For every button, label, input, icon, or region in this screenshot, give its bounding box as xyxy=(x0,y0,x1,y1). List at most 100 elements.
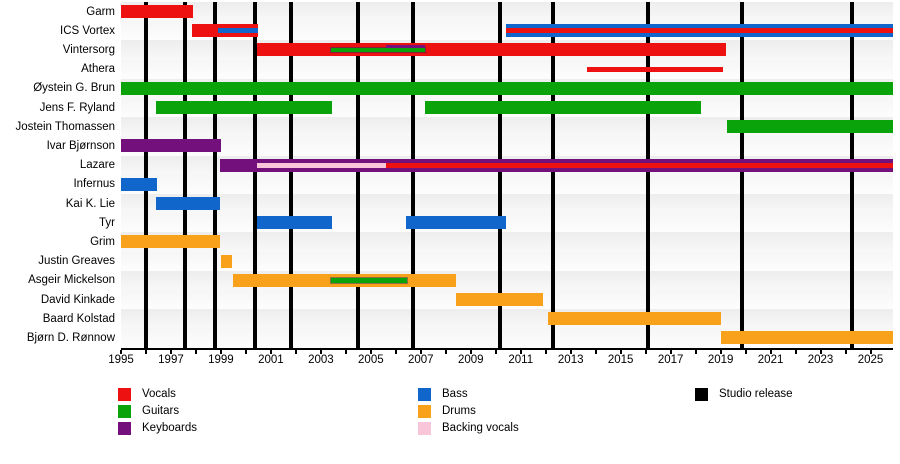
axis-year-label: 2011 xyxy=(508,354,534,366)
member-label: Jens F. Ryland xyxy=(39,101,115,114)
axis-year-label: 2009 xyxy=(457,354,484,366)
axis-tick xyxy=(194,350,197,354)
studio-release-line xyxy=(646,2,651,348)
legend-item-guitars: Guitars xyxy=(118,404,179,418)
segment-guitars xyxy=(330,48,425,53)
segment-guitars xyxy=(726,120,893,134)
segment-vocals xyxy=(505,28,893,34)
axis-tick xyxy=(469,350,472,354)
axis-tick xyxy=(444,350,447,354)
studio-release-line xyxy=(143,2,148,348)
member-label: David Kinkade xyxy=(40,293,115,306)
segment-vocals xyxy=(586,66,724,72)
segment-drums xyxy=(548,312,721,326)
axis-year-label: 2021 xyxy=(757,354,784,366)
studio-release-line xyxy=(411,2,416,348)
legend-swatch-studio_release xyxy=(695,387,708,401)
member-label: Bjørn D. Rønnow xyxy=(26,331,115,344)
axis-year-label: 2005 xyxy=(358,354,384,366)
timeline-row-band xyxy=(121,136,893,156)
axis-tick xyxy=(769,350,772,354)
axis-tick xyxy=(694,350,697,354)
legend-item-bass: Bass xyxy=(418,387,468,401)
legend-swatch-vocals xyxy=(118,387,131,401)
segment-bass xyxy=(405,216,506,230)
member-label: ICS Vortex xyxy=(60,24,115,37)
legend-item-vocals: Vocals xyxy=(118,387,176,401)
axis-year-label: 1995 xyxy=(108,354,134,366)
legend-swatch-backing_vocals xyxy=(418,421,431,435)
axis-tick xyxy=(544,350,547,354)
axis-tick xyxy=(244,350,247,354)
axis-tick xyxy=(120,350,122,354)
axis-year-label: 2013 xyxy=(557,354,584,366)
timeline-row-band xyxy=(121,117,893,137)
timeline-row-band xyxy=(121,2,893,22)
timeline-row-band xyxy=(121,59,893,79)
studio-release-line xyxy=(182,2,187,348)
segment-guitars xyxy=(330,277,408,283)
studio-release-line xyxy=(849,2,854,348)
member-label: Infernus xyxy=(73,178,115,191)
segment-guitars xyxy=(424,101,701,114)
timeline-row-band xyxy=(121,328,893,348)
segment-keyboards xyxy=(121,139,221,153)
axis-tick xyxy=(569,350,572,354)
legend-swatch-drums xyxy=(418,404,431,418)
axis-year-label: 2001 xyxy=(258,354,284,366)
axis-tick xyxy=(819,350,822,354)
segment-vocals xyxy=(257,43,726,57)
segment-keyboards xyxy=(385,45,425,49)
axis-year-label: 2017 xyxy=(657,354,684,366)
axis-year-label: 2023 xyxy=(807,354,834,366)
member-label: Ivar Bjørnson xyxy=(46,139,115,152)
member-label: Grim xyxy=(90,235,115,248)
legend-label: Keyboards xyxy=(142,422,197,434)
member-label: Garm xyxy=(86,5,115,18)
axis-tick xyxy=(419,350,422,354)
member-label: Jostein Thomassen xyxy=(15,120,115,133)
segment-guitars xyxy=(121,81,893,95)
axis-tick xyxy=(219,350,222,354)
studio-release-line xyxy=(288,2,293,348)
member-label: Vintersorg xyxy=(62,43,115,56)
legend-label: Guitars xyxy=(142,405,180,417)
axis-tick xyxy=(294,350,297,354)
axis-year-label: 2025 xyxy=(857,354,884,366)
axis-tick xyxy=(519,350,522,354)
axis-tick xyxy=(719,350,722,354)
axis-tick xyxy=(269,350,272,354)
axis-year-label: 1999 xyxy=(208,354,234,366)
axis-tick xyxy=(644,350,647,354)
segment-guitars xyxy=(155,101,333,114)
legend-label: Vocals xyxy=(142,388,176,400)
legend-item-drums: Drums xyxy=(418,404,476,418)
studio-release-line xyxy=(356,2,361,348)
member-label: Lazare xyxy=(79,159,115,172)
member-label: Øystein G. Brun xyxy=(33,82,115,95)
axis-tick xyxy=(144,350,147,354)
timeline-row-band xyxy=(121,174,893,194)
segment-bass xyxy=(121,177,158,191)
member-label: Justin Greaves xyxy=(38,255,115,268)
axis-tick xyxy=(619,350,622,354)
axis-year-label: 2019 xyxy=(707,354,734,366)
axis-tick xyxy=(594,350,597,354)
legend-label: Bass xyxy=(442,388,468,400)
axis-tick xyxy=(744,350,747,354)
studio-release-line xyxy=(739,2,744,348)
legend-swatch-bass xyxy=(418,387,431,401)
timeline-row-band xyxy=(121,213,893,233)
axis-year-label: 1997 xyxy=(158,354,184,366)
legend-item-backing_vocals: Backing vocals xyxy=(418,421,519,435)
legend-swatch-guitars xyxy=(118,404,131,418)
legend-swatch-keyboards xyxy=(118,421,131,435)
segment-drums xyxy=(121,235,220,249)
axis-tick xyxy=(844,350,847,354)
timeline-row-band xyxy=(121,251,893,271)
axis-tick xyxy=(669,350,672,354)
axis-tick xyxy=(394,350,397,354)
axis-year-label: 2003 xyxy=(308,354,334,366)
legend-item-studio_release: Studio release xyxy=(695,387,793,401)
